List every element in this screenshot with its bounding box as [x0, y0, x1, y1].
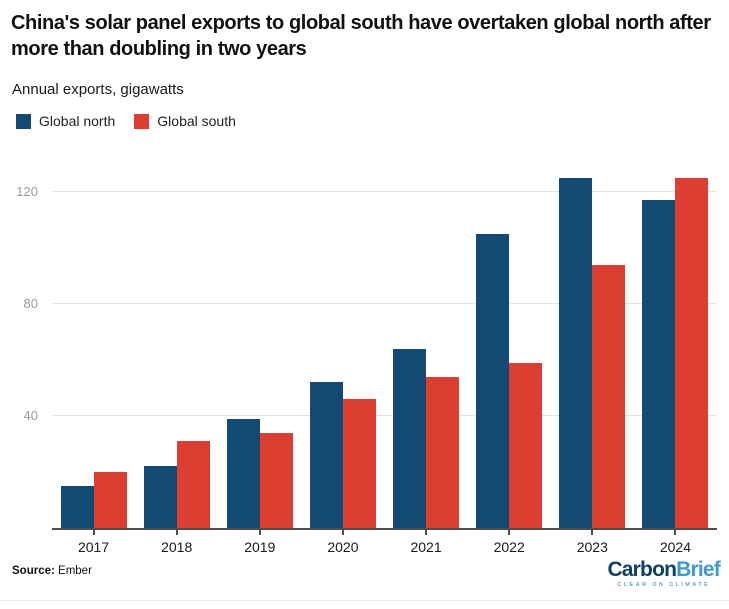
- plot-area: [52, 166, 717, 530]
- legend-label: Global south: [157, 113, 236, 129]
- bar-group-2024: [634, 166, 717, 528]
- y-tick-label-120: 120: [16, 183, 38, 199]
- bar-group-2019: [218, 166, 301, 528]
- x-tick-label-2022: 2022: [493, 539, 525, 555]
- x-axis-cell-2020: 2020: [301, 530, 384, 555]
- bar-global-south-2023: [592, 264, 626, 528]
- logo-carbon-text: Carbon: [607, 558, 677, 581]
- x-tick-label-2018: 2018: [161, 539, 193, 555]
- bar-group-2022: [468, 166, 551, 528]
- carbonbrief-wordmark: CarbonBrief: [607, 558, 720, 581]
- bar-global-north-2019: [226, 418, 260, 528]
- gridline-120: [52, 190, 717, 192]
- x-tick-label-2023: 2023: [576, 539, 608, 555]
- x-tick-2017: [92, 530, 95, 535]
- legend-swatch-global-north: [16, 113, 31, 129]
- bar-global-south-2018: [176, 441, 210, 528]
- x-axis-cell-2019: 2019: [218, 530, 301, 555]
- legend: Global north Global south: [16, 113, 236, 129]
- x-tick-label-2021: 2021: [410, 539, 442, 555]
- x-axis-cell-2018: 2018: [135, 530, 218, 555]
- gridline-80: [52, 302, 717, 304]
- x-tick-label-2019: 2019: [244, 539, 276, 555]
- chart-title: China's solar panel exports to global so…: [11, 12, 711, 60]
- bar-group-2023: [551, 166, 634, 528]
- bar-group-2020: [301, 166, 384, 528]
- bar-group-2018: [135, 166, 218, 528]
- x-tick-label-2017: 2017: [77, 539, 110, 555]
- x-axis-cell-2017: 2017: [52, 530, 135, 555]
- legend-label: Global north: [39, 113, 116, 129]
- legend-swatch-global-south: [134, 113, 150, 129]
- logo-tagline: CLEAR ON CLIMATE: [617, 582, 711, 589]
- bar-global-south-2024: [675, 177, 709, 528]
- x-tick-2023: [591, 530, 594, 535]
- legend-item-global-north: Global north: [16, 113, 115, 129]
- logo-brief-text: Brief: [676, 558, 721, 581]
- x-axis-cell-2021: 2021: [385, 530, 468, 555]
- bar-global-north-2020: [309, 382, 343, 528]
- bar-global-south-2021: [426, 376, 460, 528]
- source-label: Source:: [12, 565, 55, 577]
- bottom-divider: [0, 600, 729, 601]
- bar-global-south-2022: [509, 362, 543, 528]
- bar-global-north-2024: [642, 200, 676, 528]
- x-axis: 2017 2018 2019 2020 2021 2022 2023 2024: [52, 530, 717, 555]
- x-tick-label-2020: 2020: [327, 539, 359, 555]
- x-tick-2021: [425, 530, 428, 535]
- y-tick-label-40: 40: [23, 407, 38, 423]
- bar-global-north-2021: [393, 348, 427, 528]
- carbonbrief-logo: CarbonBrief CLEAR ON CLIMATE: [607, 558, 720, 588]
- chart-subtitle: Annual exports, gigawatts: [12, 81, 184, 98]
- x-tick-2024: [674, 530, 677, 535]
- x-tick-2018: [175, 530, 178, 535]
- y-tick-label-80: 80: [23, 295, 38, 311]
- bar-global-north-2023: [559, 177, 593, 528]
- bar-global-north-2022: [476, 233, 510, 528]
- x-tick-label-2024: 2024: [659, 539, 692, 555]
- source-value: Ember: [58, 565, 92, 577]
- bar-groups: [52, 166, 717, 528]
- bar-global-south-2019: [259, 432, 293, 528]
- bar-global-south-2020: [342, 399, 376, 528]
- x-axis-cell-2023: 2023: [551, 530, 634, 555]
- bar-global-north-2018: [143, 466, 177, 528]
- gridline-40: [52, 414, 717, 416]
- x-axis-cell-2022: 2022: [468, 530, 551, 555]
- source-note: Source: Ember: [12, 565, 92, 577]
- legend-item-global-south: Global south: [134, 113, 236, 129]
- x-tick-2022: [508, 530, 511, 535]
- x-axis-cell-2024: 2024: [634, 530, 717, 555]
- bar-group-2017: [52, 166, 135, 528]
- x-tick-2020: [341, 530, 344, 535]
- bar-global-north-2017: [60, 485, 94, 528]
- bar-group-2021: [385, 166, 468, 528]
- x-tick-2019: [258, 530, 261, 535]
- bar-global-south-2017: [93, 471, 127, 528]
